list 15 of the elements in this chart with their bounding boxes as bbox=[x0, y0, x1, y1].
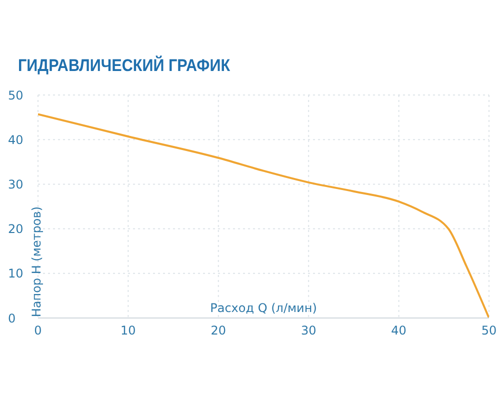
x-tick-label: 30 bbox=[300, 324, 316, 338]
y-axis-title: Напор H (метров) bbox=[29, 206, 44, 318]
chart-title: ГИДРАВЛИЧЕСКИЙ ГРАФИК bbox=[18, 56, 230, 76]
y-tick-label: 30 bbox=[8, 177, 24, 192]
y-tick-label: 20 bbox=[8, 222, 24, 236]
x-tick-label: 10 bbox=[120, 324, 136, 338]
y-tick-label: 40 bbox=[8, 132, 24, 147]
y-tick-label: 0 bbox=[8, 311, 16, 326]
x-tick-label: 20 bbox=[210, 324, 226, 338]
x-axis-title: Расход Q (л/мин) bbox=[210, 301, 317, 315]
x-tick-label: 50 bbox=[481, 324, 497, 338]
y-tick-label: 10 bbox=[8, 266, 24, 281]
x-tick-label: 40 bbox=[391, 324, 406, 338]
y-tick-label: 50 bbox=[8, 88, 24, 102]
x-tick-label: 0 bbox=[34, 324, 42, 338]
